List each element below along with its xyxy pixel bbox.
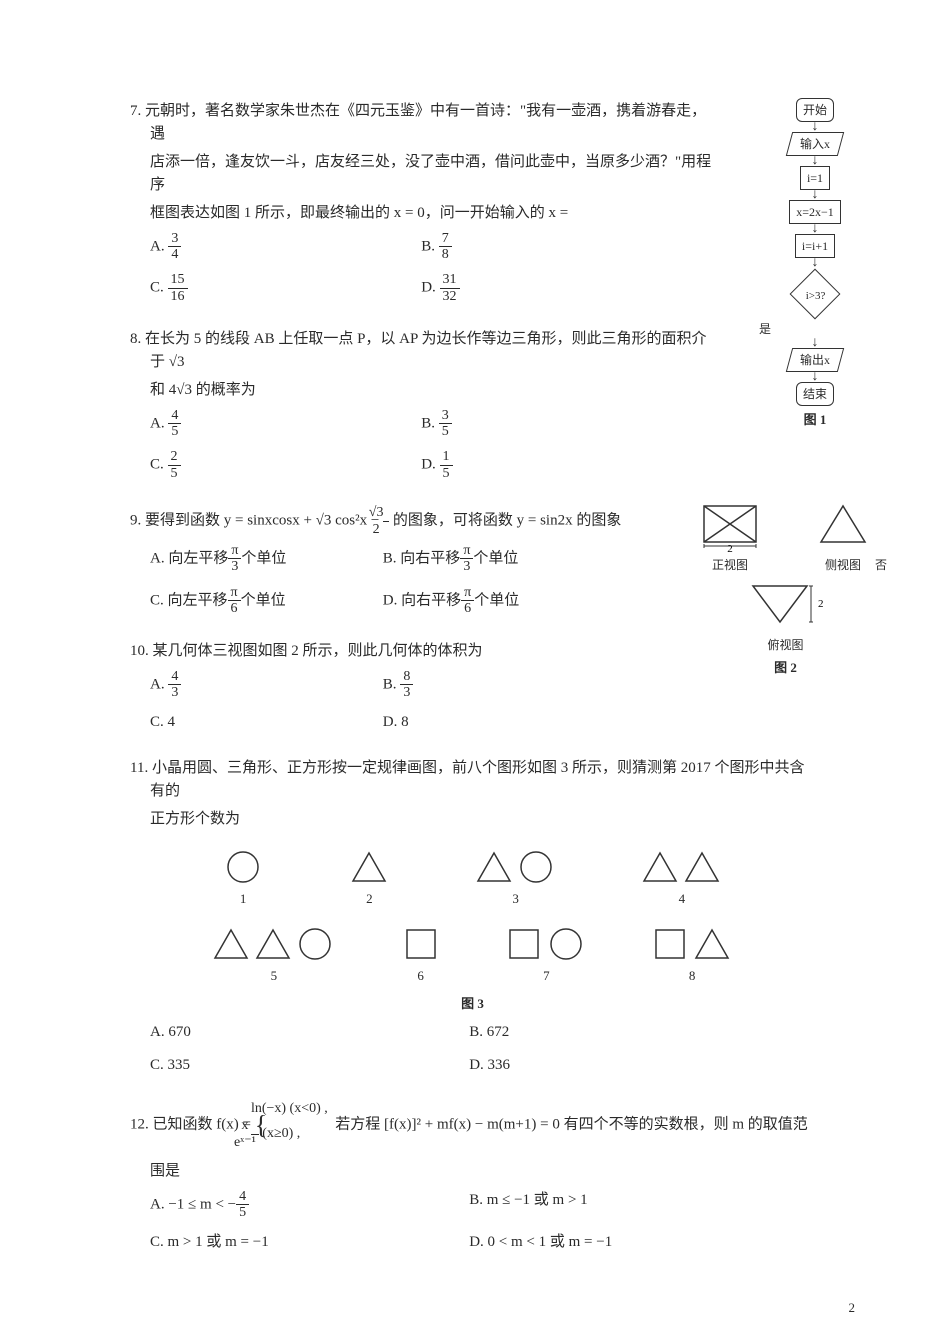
q8-optD: D. 15 (421, 449, 692, 481)
q10-optD: D. 8 (383, 711, 616, 734)
q9-optC: C. 向左平移π6个单位 (150, 585, 383, 617)
three-views-fig2: 2 正视图 侧视图 2 俯视图 图 2 (698, 500, 873, 678)
q10-optA: A. 43 (150, 669, 383, 701)
q11-optB: B. 672 (469, 1021, 788, 1044)
q10-optC: C. 4 (150, 711, 383, 734)
fig3-row2: 5 6 7 8 (180, 924, 765, 986)
svg-text:2: 2 (727, 543, 733, 554)
q7-optA: A. 34 (150, 231, 421, 263)
q12-optA: A. −1 ≤ m < −45 (150, 1189, 469, 1221)
q8-optB: B. 35 (421, 408, 692, 440)
q9-optD: D. 向右平移π6个单位 (383, 585, 616, 617)
svg-text:2: 2 (818, 598, 824, 610)
question-7: 7. 元朝时，著名数学家朱世杰在《四元玉鉴》中有一首诗："我有一壶酒，携着游春走… (130, 100, 815, 314)
q9-optB: B. 向右平移π3个单位 (383, 543, 616, 575)
q11-optC: C. 335 (150, 1054, 469, 1077)
fig1-label: 图 1 (765, 410, 865, 430)
q11-optD: D. 336 (469, 1054, 788, 1077)
q7-optB: B. 78 (421, 231, 692, 263)
q11-optA: A. 670 (150, 1021, 469, 1044)
fc-decision: i>3? (790, 269, 841, 320)
q12-optD: D. 0 < m < 1 或 m = −1 (469, 1231, 788, 1254)
q9-optA: A. 向左平移π3个单位 (150, 543, 383, 575)
fc-output: 输出x (786, 348, 844, 372)
q12-optB: B. m ≤ −1 或 m > 1 (469, 1189, 788, 1221)
q7-optD: D. 3132 (421, 272, 692, 304)
fc-end: 结束 (796, 382, 834, 406)
q8-optC: C. 25 (150, 449, 421, 481)
page-number: 2 (849, 1298, 856, 1318)
top-view: 2 俯视图 (745, 580, 827, 654)
q10-optB: B. 83 (383, 669, 616, 701)
side-view: 侧视图 (813, 500, 873, 574)
flowchart-fig1: 开始 ↓ 输入x ↓ i=1 ↓ x=2x−1 ↓ i=i+1 ↓ i>3? 否… (765, 98, 865, 430)
fig2-label: 图 2 (698, 658, 873, 678)
question-11: 11. 小晶用圆、三角形、正方形按一定规律画图，前八个图形如图 3 所示，则猜测… (130, 757, 815, 1086)
question-12: 12. 已知函数 f(x) = { ln(−x) (x<0) , xeˣ⁻¹ (… (130, 1100, 815, 1263)
q7-optC: C. 1516 (150, 272, 421, 304)
front-view: 2 正视图 (698, 500, 762, 574)
q8-optA: A. 45 (150, 408, 421, 440)
fc-no-label: 否 (875, 556, 887, 574)
q12-optC: C. m > 1 或 m = −1 (150, 1231, 469, 1254)
question-8: 8. 在长为 5 的线段 AB 上任取一点 P，以 AP 为边长作等边三角形，则… (130, 328, 815, 491)
fc-input: 输入x (786, 132, 844, 156)
fig3-label: 图 3 (130, 994, 815, 1014)
fc-yes-label: 是 (715, 320, 815, 338)
fig3-row1: 1 2 3 4 (180, 847, 765, 909)
